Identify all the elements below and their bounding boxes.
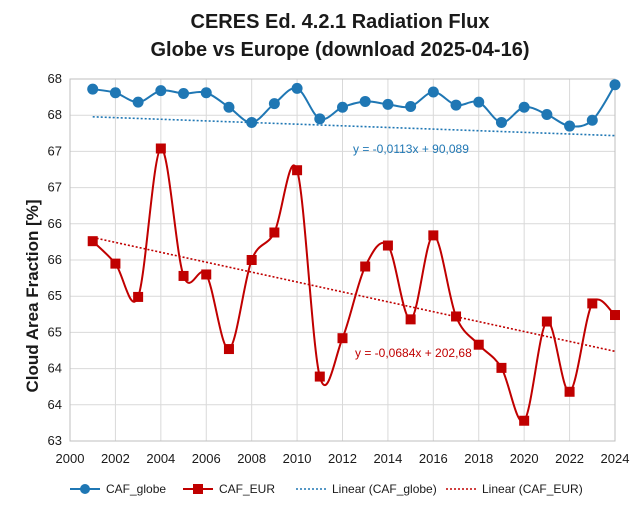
y-tick-label: 63 [48,433,62,448]
x-tick-label: 2008 [237,451,266,466]
series-line-globe [92,84,616,128]
chart-title-line-2: Globe vs Europe (download 2025-04-16) [151,39,530,61]
x-tick-label: 2004 [146,451,175,466]
data-point-globe [223,101,235,113]
legend-label: CAF_globe [106,482,166,496]
data-point-globe [450,99,462,111]
data-point-eur [201,269,212,280]
plot-area-border [69,78,616,442]
data-point-eur [564,386,575,397]
trendline-equation-eur: y = -0,0684x + 202,68 [355,346,472,360]
data-point-eur [360,261,371,272]
data-point-eur [451,311,462,322]
data-point-eur [133,291,144,302]
x-tick-label: 2012 [328,451,357,466]
trendline-eur [92,236,616,353]
data-point-eur [155,143,166,154]
data-point-eur [541,316,552,327]
chart-title-line-1: CERES Ed. 4.2.1 Radiation Flux [191,11,490,33]
data-point-globe [87,83,99,95]
legend-item: Linear (CAF_EUR) [446,482,583,496]
data-point-globe [405,101,417,113]
x-tick-label: 2014 [373,451,402,466]
data-point-eur [382,240,393,251]
data-point-eur [246,255,257,265]
series-line-eur [92,147,616,423]
data-point-globe [427,86,439,98]
data-point-eur [110,258,121,269]
data-point-globe [586,114,598,126]
data-point-eur [519,415,530,426]
y-tick-label: 64 [48,361,62,376]
data-point-globe [495,116,507,128]
data-point-eur [337,333,348,344]
x-tick-label: 2020 [510,451,539,466]
data-point-eur [87,236,98,247]
legend-item: CAF_EUR [183,482,275,496]
x-tick-label: 2010 [283,451,312,466]
legend-label: Linear (CAF_globe) [332,482,437,496]
legend: CAF_globe CAF_EUR Linear (CAF_globe) Linear… [70,482,583,496]
x-tick-label: 2018 [464,451,493,466]
y-tick-label: 66 [48,216,62,231]
y-tick-label: 68 [48,107,62,122]
y-tick-label: 66 [48,252,62,267]
y-tick-label: 67 [48,143,62,158]
x-tick-label: 2022 [555,451,584,466]
trendline-equation-globe: y = -0,0113x + 90,089 [353,142,469,156]
data-point-eur [223,344,234,355]
y-tick-label: 67 [48,180,62,195]
data-point-globe [155,85,167,97]
x-tick-label: 2002 [101,451,130,466]
data-point-globe [268,98,280,110]
data-point-globe [132,96,144,108]
trendline-globe [92,116,616,137]
series [87,79,621,426]
data-point-eur [587,298,598,309]
x-tick-label: 2006 [192,451,221,466]
data-point-globe [246,116,258,128]
data-point-eur [473,339,484,350]
data-point-eur [269,227,280,238]
legend-marker [80,484,90,494]
data-point-globe [291,82,303,94]
data-point-globe [564,120,576,132]
y-tick-label: 65 [48,324,62,339]
x-tick-label: 2024 [601,451,630,466]
data-point-globe [382,98,394,110]
legend-item: Linear (CAF_globe) [296,482,437,496]
data-point-globe [200,87,212,99]
y-axis-label: Cloud Area Fraction [%] [23,200,42,393]
data-point-globe [314,113,326,125]
legend-label: Linear (CAF_EUR) [482,482,583,496]
legend-label: CAF_EUR [219,482,275,496]
axes: 63 64 64 65 65 66 66 67 67 68 68 2000 2002 2004 2006 20… [48,71,630,466]
data-point-globe [178,87,190,99]
data-point-eur [292,165,303,176]
data-point-eur [405,314,416,325]
y-tick-label: 68 [48,71,62,86]
y-tick-label: 64 [48,397,62,412]
data-point-globe [359,95,371,107]
data-point-globe [109,87,121,99]
data-point-eur [314,371,325,382]
data-point-eur [496,362,507,373]
legend-item: CAF_globe [70,482,166,496]
legend-marker [193,484,203,494]
data-point-globe [609,79,621,91]
data-point-globe [337,101,348,113]
data-point-globe [518,101,530,113]
y-tick-label: 65 [48,288,62,303]
x-tick-label: 2016 [419,451,448,466]
data-point-eur [610,310,620,321]
data-point-globe [473,96,485,108]
data-point-eur [428,230,439,241]
data-point-globe [541,108,553,120]
x-tick-label: 2000 [56,451,85,466]
data-point-eur [178,270,189,281]
